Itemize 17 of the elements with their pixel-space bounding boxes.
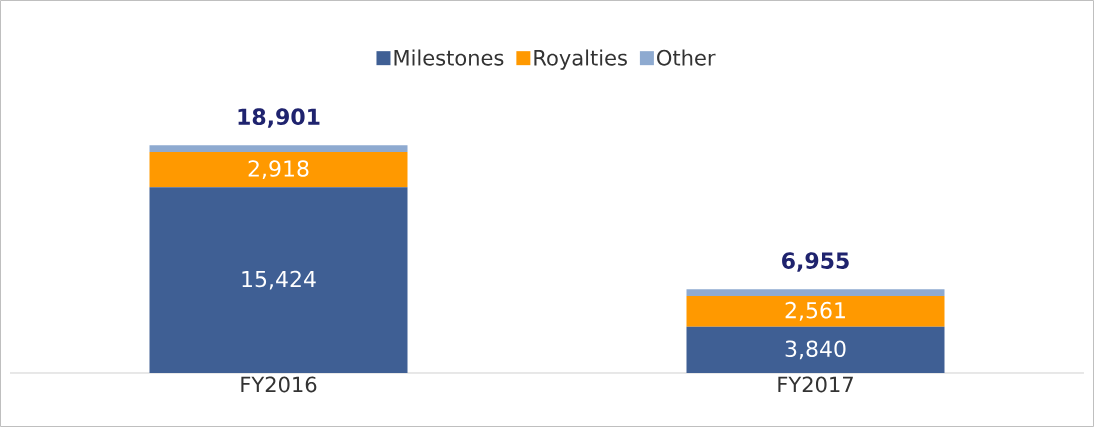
bar (686, 289, 945, 296)
total-label: 18,901 (238, 108, 320, 128)
data-label: 2,918 (248, 160, 309, 180)
bar (149, 152, 408, 188)
bar (686, 326, 945, 373)
data-label: 2,561 (785, 301, 845, 321)
legend-label: Royalties (534, 49, 627, 70)
x-tick-label: FY2016 (241, 376, 317, 393)
data-label: 15,424 (242, 270, 316, 290)
bar (149, 187, 408, 373)
x-tick-label: FY2017 (778, 376, 853, 393)
bar (686, 295, 945, 327)
total-label: 6,955 (782, 252, 849, 272)
legend-label: Milestones (394, 49, 504, 66)
legend-label: Other (657, 49, 716, 66)
data-label: 3,840 (785, 340, 846, 360)
bar (149, 145, 408, 153)
